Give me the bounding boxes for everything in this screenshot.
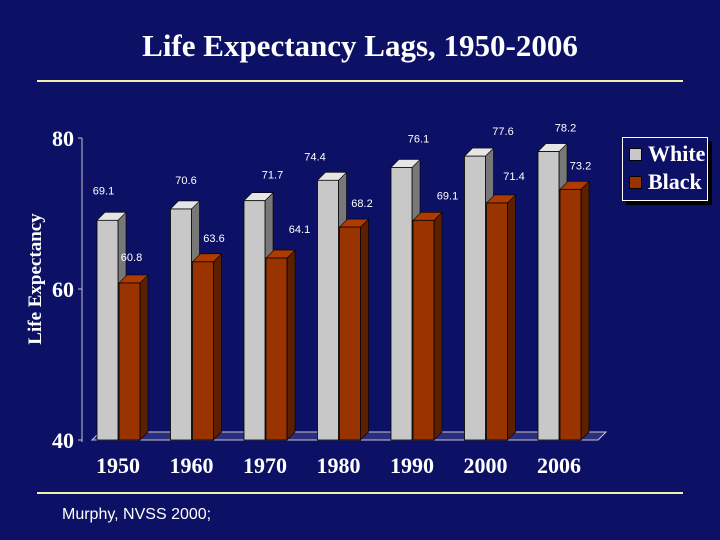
bar-black-1960-side: [213, 253, 222, 441]
data-label-white-2000: 77.6: [492, 126, 513, 138]
bar-black-1960: [192, 261, 214, 441]
y-tick-label: 60: [52, 277, 74, 302]
bar-black-1990: [412, 219, 435, 441]
bar-black-1980: [339, 226, 361, 441]
data-label-black-1950: 60.8: [121, 252, 142, 264]
data-label-black-1990: 69.1: [437, 190, 458, 202]
title-divider: [37, 80, 683, 82]
source-citation: Murphy, NVSS 2000;: [62, 506, 212, 523]
data-label-black-2000: 71.4: [503, 171, 524, 183]
bar-black-1950: [118, 282, 141, 441]
y-tick-label: 40: [52, 428, 74, 453]
bar-black-2006-side: [580, 180, 590, 441]
x-tick-label-1950: 1950: [96, 453, 140, 478]
data-label-white-1970: 71.7: [262, 170, 283, 182]
footer-divider: [37, 492, 683, 494]
bar-white-1990: [390, 167, 413, 441]
bar-black-1970: [265, 257, 288, 441]
bar-white-1950: [96, 219, 119, 441]
data-label-black-1970: 64.1: [289, 224, 310, 236]
x-tick-label-1990: 1990: [390, 453, 434, 478]
x-tick-label-1980: 1980: [317, 453, 361, 478]
bar-white-1960: [170, 208, 192, 441]
bar-black-2000: [486, 202, 508, 441]
chart-legend: White Black: [622, 137, 708, 201]
y-axis-title: Life Expectancy: [25, 213, 46, 345]
bar-black-2000-side: [507, 194, 516, 441]
x-tick-label-1960: 1960: [170, 453, 214, 478]
bar-white-2000: [464, 155, 486, 441]
data-label-white-1960: 70.6: [175, 175, 196, 187]
legend-label-black: Black: [648, 169, 702, 194]
bar-white-1970: [243, 200, 266, 441]
x-tick-label-1970: 1970: [243, 453, 287, 478]
data-label-black-1960: 63.6: [203, 233, 224, 245]
bar-black-1990-side: [433, 211, 443, 441]
y-tick-label: 80: [52, 126, 74, 151]
bar-black-1970-side: [286, 249, 296, 441]
data-label-white-2006: 78.2: [555, 123, 576, 135]
data-label-white-1950: 69.1: [93, 185, 114, 197]
legend-swatch-black: [629, 176, 642, 189]
x-tick-label-2006: 2006: [537, 453, 581, 478]
data-label-white-1980: 74.4: [304, 151, 325, 163]
bar-white-1980: [317, 179, 339, 441]
data-label-black-2006: 73.2: [570, 160, 591, 172]
data-label-black-1980: 68.2: [351, 198, 372, 210]
bar-white-2006: [537, 151, 560, 441]
bar-black-2006: [559, 188, 582, 441]
data-label-white-1990: 76.1: [408, 133, 429, 145]
bar-black-1980-side: [360, 218, 369, 441]
bar-black-1950-side: [139, 274, 149, 441]
page-title: Life Expectancy Lags, 1950-2006: [142, 28, 578, 63]
legend-label-white: White: [648, 141, 706, 166]
legend-swatch-white: [629, 148, 642, 161]
x-tick-label-2000: 2000: [464, 453, 508, 478]
